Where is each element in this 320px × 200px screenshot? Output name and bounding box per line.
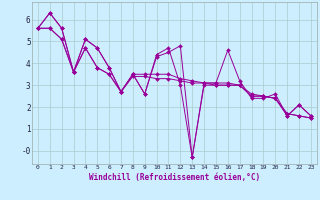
- X-axis label: Windchill (Refroidissement éolien,°C): Windchill (Refroidissement éolien,°C): [89, 173, 260, 182]
